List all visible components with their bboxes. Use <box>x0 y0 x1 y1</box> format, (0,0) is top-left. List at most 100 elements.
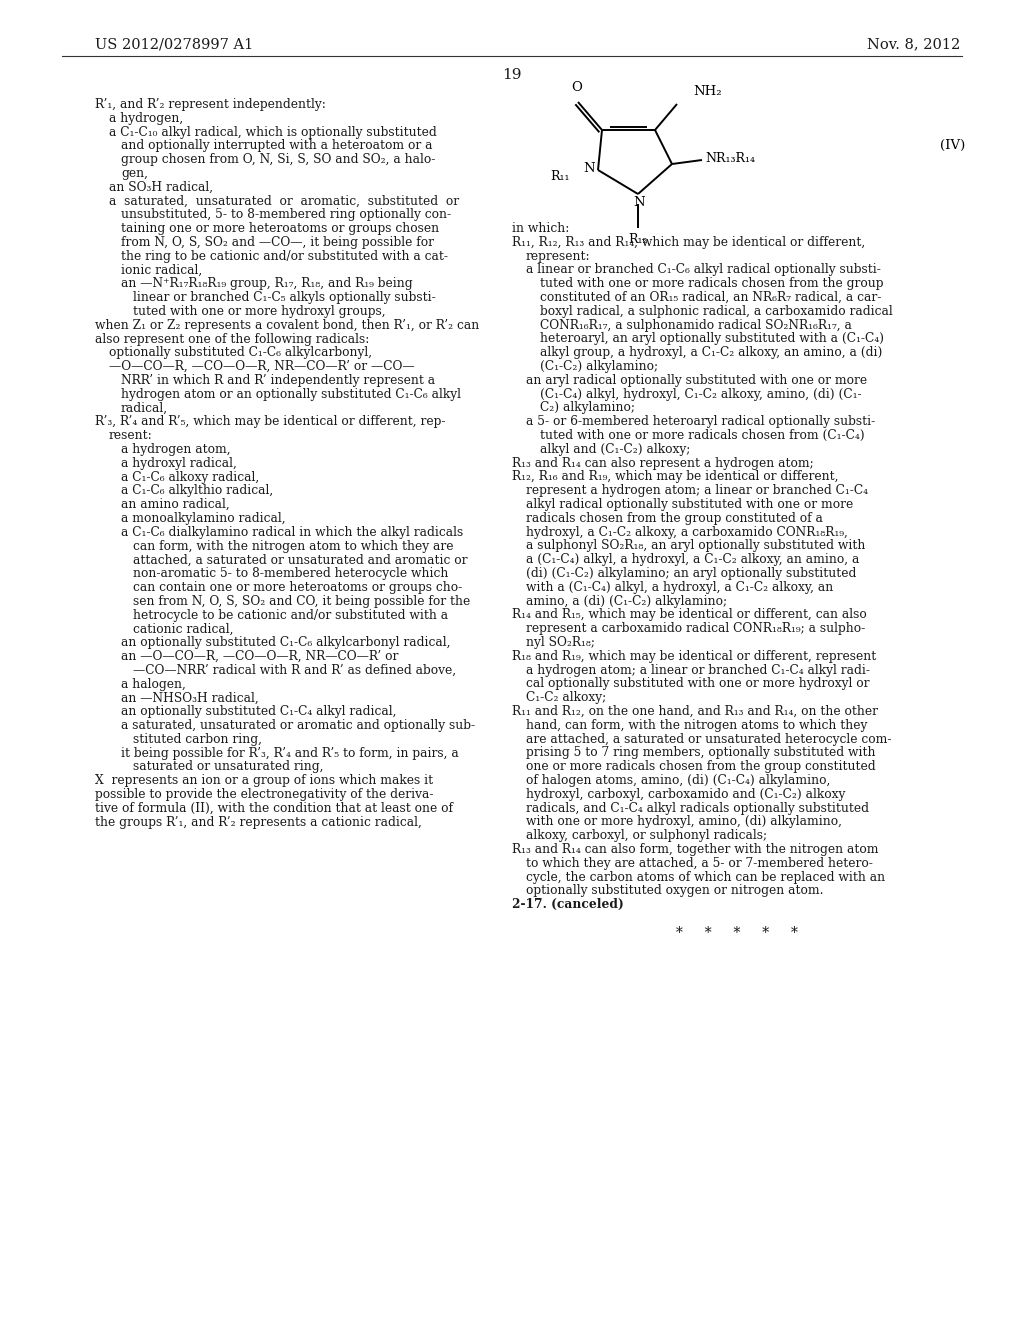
Text: amino, a (di) (C₁-C₂) alkylamino;: amino, a (di) (C₁-C₂) alkylamino; <box>526 594 727 607</box>
Text: tive of formula (II), with the condition that at least one of: tive of formula (II), with the condition… <box>95 801 453 814</box>
Text: with one or more hydroxyl, amino, (di) alkylamino,: with one or more hydroxyl, amino, (di) a… <box>526 816 842 829</box>
Text: when Z₁ or Z₂ represents a covalent bond, then R’₁, or R’₂ can: when Z₁ or Z₂ represents a covalent bond… <box>95 319 479 331</box>
Text: radicals chosen from the group constituted of a: radicals chosen from the group constitut… <box>526 512 823 525</box>
Text: alkoxy, carboxyl, or sulphonyl radicals;: alkoxy, carboxyl, or sulphonyl radicals; <box>526 829 767 842</box>
Text: stituted carbon ring,: stituted carbon ring, <box>133 733 262 746</box>
Text: Nov. 8, 2012: Nov. 8, 2012 <box>866 37 961 51</box>
Text: tuted with one or more hydroxyl groups,: tuted with one or more hydroxyl groups, <box>133 305 386 318</box>
Text: an —N⁺R₁₇R₁₈R₁₉ group, R₁₇, R₁₈, and R₁₉ being: an —N⁺R₁₇R₁₈R₁₉ group, R₁₇, R₁₈, and R₁₉… <box>121 277 413 290</box>
Text: R’₁, and R’₂ represent independently:: R’₁, and R’₂ represent independently: <box>95 98 326 111</box>
Text: in which:: in which: <box>512 222 569 235</box>
Text: can contain one or more heteroatoms or groups cho-: can contain one or more heteroatoms or g… <box>133 581 462 594</box>
Text: —O—CO—R, —CO—O—R, NR—CO—R’ or —CO—: —O—CO—R, —CO—O—R, NR—CO—R’ or —CO— <box>109 360 415 374</box>
Text: a hydrogen,: a hydrogen, <box>109 112 183 125</box>
Text: the ring to be cationic and/or substituted with a cat-: the ring to be cationic and/or substitut… <box>121 249 449 263</box>
Text: the groups R’₁, and R’₂ represents a cationic radical,: the groups R’₁, and R’₂ represents a cat… <box>95 816 422 829</box>
Text: a linear or branched C₁-C₆ alkyl radical optionally substi-: a linear or branched C₁-C₆ alkyl radical… <box>526 264 881 276</box>
Text: a C₁-C₆ alkoxy radical,: a C₁-C₆ alkoxy radical, <box>121 471 259 483</box>
Text: a C₁-C₁₀ alkyl radical, which is optionally substituted: a C₁-C₁₀ alkyl radical, which is optiona… <box>109 125 437 139</box>
Text: from N, O, S, SO₂ and —CO—, it being possible for: from N, O, S, SO₂ and —CO—, it being pos… <box>121 236 434 249</box>
Text: taining one or more heteroatoms or groups chosen: taining one or more heteroatoms or group… <box>121 222 439 235</box>
Text: and optionally interrupted with a heteroatom or a: and optionally interrupted with a hetero… <box>121 140 432 152</box>
Text: a C₁-C₆ alkylthio radical,: a C₁-C₆ alkylthio radical, <box>121 484 273 498</box>
Text: (C₁-C₂) alkylamino;: (C₁-C₂) alkylamino; <box>540 360 658 374</box>
Text: sen from N, O, S, SO₂ and CO, it being possible for the: sen from N, O, S, SO₂ and CO, it being p… <box>133 595 470 607</box>
Text: to which they are attached, a 5- or 7-membered hetero-: to which they are attached, a 5- or 7-me… <box>526 857 872 870</box>
Text: a (C₁-C₄) alkyl, a hydroxyl, a C₁-C₂ alkoxy, an amino, a: a (C₁-C₄) alkyl, a hydroxyl, a C₁-C₂ alk… <box>526 553 859 566</box>
Text: resent:: resent: <box>109 429 153 442</box>
Text: a  saturated,  unsaturated  or  aromatic,  substituted  or: a saturated, unsaturated or aromatic, su… <box>109 194 459 207</box>
Text: 2-17. (canceled): 2-17. (canceled) <box>512 898 624 911</box>
Text: boxyl radical, a sulphonic radical, a carboxamido radical: boxyl radical, a sulphonic radical, a ca… <box>540 305 893 318</box>
Text: possible to provide the electronegativity of the deriva-: possible to provide the electronegativit… <box>95 788 433 801</box>
Text: 19: 19 <box>502 69 522 82</box>
Text: (C₁-C₄) alkyl, hydroxyl, C₁-C₂ alkoxy, amino, (di) (C₁-: (C₁-C₄) alkyl, hydroxyl, C₁-C₂ alkoxy, a… <box>540 388 861 400</box>
Text: tuted with one or more radicals chosen from (C₁-C₄): tuted with one or more radicals chosen f… <box>540 429 864 442</box>
Text: non-aromatic 5- to 8-membered heterocycle which: non-aromatic 5- to 8-membered heterocycl… <box>133 568 449 581</box>
Text: hydroxyl, a C₁-C₂ alkoxy, a carboxamido CONR₁₈R₁₉,: hydroxyl, a C₁-C₂ alkoxy, a carboxamido … <box>526 525 848 539</box>
Text: R’₃, R’₄ and R’₅, which may be identical or different, rep-: R’₃, R’₄ and R’₅, which may be identical… <box>95 416 445 429</box>
Text: can form, with the nitrogen atom to which they are: can form, with the nitrogen atom to whic… <box>133 540 454 553</box>
Text: R₁₂: R₁₂ <box>629 234 648 246</box>
Text: constituted of an OR₁₅ radical, an NR₆R₇ radical, a car-: constituted of an OR₁₅ radical, an NR₆R₇… <box>540 290 882 304</box>
Text: a hydroxyl radical,: a hydroxyl radical, <box>121 457 237 470</box>
Text: also represent one of the following radicals:: also represent one of the following radi… <box>95 333 370 346</box>
Text: R₁₄ and R₁₅, which may be identical or different, can also: R₁₄ and R₁₅, which may be identical or d… <box>512 609 866 622</box>
Text: a C₁-C₆ dialkylamino radical in which the alkyl radicals: a C₁-C₆ dialkylamino radical in which th… <box>121 525 463 539</box>
Text: cal optionally substituted with one or more hydroxyl or: cal optionally substituted with one or m… <box>526 677 869 690</box>
Text: an amino radical,: an amino radical, <box>121 498 229 511</box>
Text: CONR₁₆R₁₇, a sulphonamido radical SO₂NR₁₆R₁₇, a: CONR₁₆R₁₇, a sulphonamido radical SO₂NR₁… <box>540 318 852 331</box>
Text: alkyl and (C₁-C₂) alkoxy;: alkyl and (C₁-C₂) alkoxy; <box>540 442 690 455</box>
Text: R₁₈ and R₁₉, which may be identical or different, represent: R₁₈ and R₁₉, which may be identical or d… <box>512 649 877 663</box>
Text: C₁-C₂ alkoxy;: C₁-C₂ alkoxy; <box>526 692 606 704</box>
Text: (di) (C₁-C₂) alkylamino; an aryl optionally substituted: (di) (C₁-C₂) alkylamino; an aryl optiona… <box>526 568 856 579</box>
Text: R₁₃ and R₁₄ can also form, together with the nitrogen atom: R₁₃ and R₁₄ can also form, together with… <box>512 843 879 855</box>
Text: R₁₁, R₁₂, R₁₃ and R₁₄, which may be identical or different,: R₁₁, R₁₂, R₁₃ and R₁₄, which may be iden… <box>512 236 865 248</box>
Text: an optionally substituted C₁-C₄ alkyl radical,: an optionally substituted C₁-C₄ alkyl ra… <box>121 705 396 718</box>
Text: (IV): (IV) <box>940 139 965 152</box>
Text: ionic radical,: ionic radical, <box>121 264 203 277</box>
Text: hand, can form, with the nitrogen atoms to which they: hand, can form, with the nitrogen atoms … <box>526 719 867 731</box>
Text: R₁₂, R₁₆ and R₁₉, which may be identical or different,: R₁₂, R₁₆ and R₁₉, which may be identical… <box>512 470 839 483</box>
Text: alkyl radical optionally substituted with one or more: alkyl radical optionally substituted wit… <box>526 498 853 511</box>
Text: NH₂: NH₂ <box>693 84 722 98</box>
Text: a monoalkylamino radical,: a monoalkylamino radical, <box>121 512 286 525</box>
Text: cationic radical,: cationic radical, <box>133 623 233 635</box>
Text: O: O <box>571 81 583 94</box>
Text: hydrogen atom or an optionally substituted C₁-C₆ alkyl: hydrogen atom or an optionally substitut… <box>121 388 461 401</box>
Text: with a (C₁-C₄) alkyl, a hydroxyl, a C₁-C₂ alkoxy, an: with a (C₁-C₄) alkyl, a hydroxyl, a C₁-C… <box>526 581 834 594</box>
Text: represent a carboxamido radical CONR₁₈R₁₉; a sulpho-: represent a carboxamido radical CONR₁₈R₁… <box>526 622 865 635</box>
Text: R₁₃ and R₁₄ can also represent a hydrogen atom;: R₁₃ and R₁₄ can also represent a hydroge… <box>512 457 814 470</box>
Text: a halogen,: a halogen, <box>121 677 186 690</box>
Text: N: N <box>633 195 645 209</box>
Text: one or more radicals chosen from the group constituted: one or more radicals chosen from the gro… <box>526 760 876 774</box>
Text: radical,: radical, <box>121 401 168 414</box>
Text: heteroaryl, an aryl optionally substituted with a (C₁-C₄): heteroaryl, an aryl optionally substitut… <box>540 333 884 346</box>
Text: represent a hydrogen atom; a linear or branched C₁-C₄: represent a hydrogen atom; a linear or b… <box>526 484 868 498</box>
Text: an —NHSO₃H radical,: an —NHSO₃H radical, <box>121 692 259 705</box>
Text: hydroxyl, carboxyl, carboxamido and (C₁-C₂) alkoxy: hydroxyl, carboxyl, carboxamido and (C₁-… <box>526 788 846 801</box>
Text: *     *     *     *     *: * * * * * <box>676 925 798 940</box>
Text: —CO—NRR’ radical with R and R’ as defined above,: —CO—NRR’ radical with R and R’ as define… <box>133 664 456 677</box>
Text: optionally substituted oxygen or nitrogen atom.: optionally substituted oxygen or nitroge… <box>526 884 823 898</box>
Text: an aryl radical optionally substituted with one or more: an aryl radical optionally substituted w… <box>526 374 867 387</box>
Text: nyl SO₂R₁₈;: nyl SO₂R₁₈; <box>526 636 595 649</box>
Text: represent:: represent: <box>526 249 591 263</box>
Text: a hydrogen atom,: a hydrogen atom, <box>121 444 230 455</box>
Text: saturated or unsaturated ring,: saturated or unsaturated ring, <box>133 760 324 774</box>
Text: NRR’ in which R and R’ independently represent a: NRR’ in which R and R’ independently rep… <box>121 374 435 387</box>
Text: a saturated, unsaturated or aromatic and optionally sub-: a saturated, unsaturated or aromatic and… <box>121 719 475 733</box>
Text: an SO₃H radical,: an SO₃H radical, <box>109 181 213 194</box>
Text: C₂) alkylamino;: C₂) alkylamino; <box>540 401 635 414</box>
Text: are attached, a saturated or unsaturated heterocycle com-: are attached, a saturated or unsaturated… <box>526 733 892 746</box>
Text: optionally substituted C₁-C₆ alkylcarbonyl,: optionally substituted C₁-C₆ alkylcarbon… <box>109 346 372 359</box>
Text: a hydrogen atom; a linear or branched C₁-C₄ alkyl radi-: a hydrogen atom; a linear or branched C₁… <box>526 664 870 677</box>
Text: a sulphonyl SO₂R₁₈, an aryl optionally substituted with: a sulphonyl SO₂R₁₈, an aryl optionally s… <box>526 540 865 552</box>
Text: of halogen atoms, amino, (di) (C₁-C₄) alkylamino,: of halogen atoms, amino, (di) (C₁-C₄) al… <box>526 774 830 787</box>
Text: gen,: gen, <box>121 168 148 180</box>
Text: NR₁₃R₁₄: NR₁₃R₁₄ <box>705 152 755 165</box>
Text: an optionally substituted C₁-C₆ alkylcarbonyl radical,: an optionally substituted C₁-C₆ alkylcar… <box>121 636 451 649</box>
Text: tuted with one or more radicals chosen from the group: tuted with one or more radicals chosen f… <box>540 277 884 290</box>
Text: prising 5 to 7 ring members, optionally substituted with: prising 5 to 7 ring members, optionally … <box>526 746 876 759</box>
Text: attached, a saturated or unsaturated and aromatic or: attached, a saturated or unsaturated and… <box>133 553 468 566</box>
